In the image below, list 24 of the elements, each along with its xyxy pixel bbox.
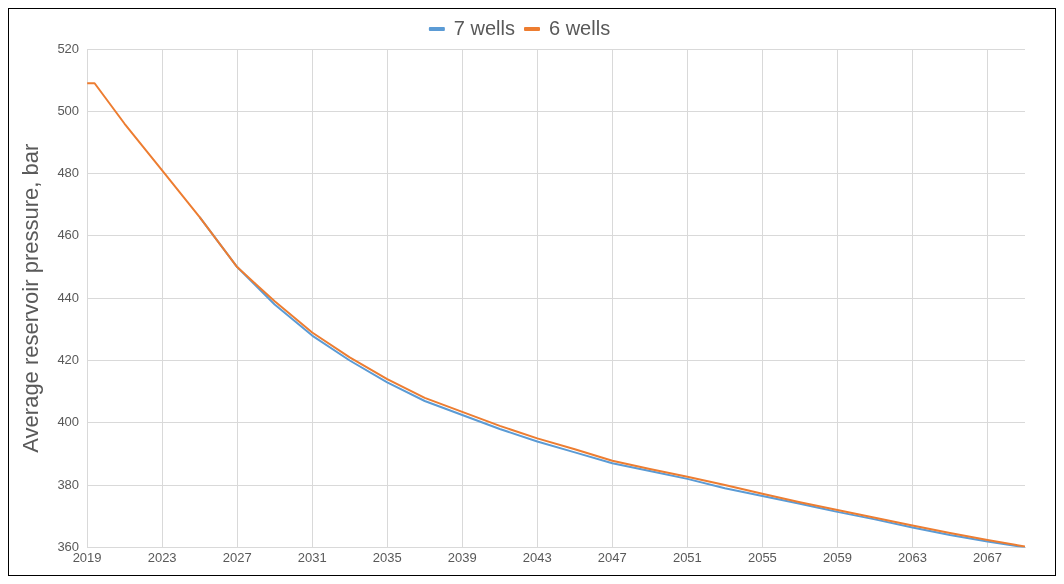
y-tick-label: 440	[57, 289, 80, 305]
legend-label: 6 wells	[549, 16, 611, 39]
y-tick-label: 520	[57, 40, 80, 56]
x-tick-label: 2047	[597, 549, 627, 565]
y-tick-label: 460	[57, 227, 80, 243]
y-tick-label: 420	[57, 352, 80, 368]
y-axis-title: Average reservoir pressure, bar	[18, 143, 44, 453]
y-tick-label: 380	[57, 476, 80, 492]
x-tick-label: 2027	[222, 549, 252, 565]
y-tick-label: 480	[57, 165, 80, 181]
x-tick-label: 2031	[297, 549, 327, 565]
y-tick-label: 360	[57, 538, 80, 554]
x-tick-label: 2051	[672, 549, 702, 565]
y-tick-label: 400	[57, 414, 80, 430]
x-tick-label: 2023	[147, 549, 177, 565]
x-tick-label: 2063	[897, 549, 927, 565]
legend-label: 7 wells	[453, 16, 516, 39]
y-tick-label: 500	[57, 102, 80, 118]
x-tick-label: 2059	[822, 549, 852, 565]
x-tick-label: 2067	[973, 549, 1002, 565]
x-tick-label: 2035	[372, 549, 402, 565]
x-tick-label: 2043	[522, 549, 552, 565]
x-tick-label: 2055	[747, 549, 777, 565]
x-tick-label: 2039	[447, 549, 477, 565]
